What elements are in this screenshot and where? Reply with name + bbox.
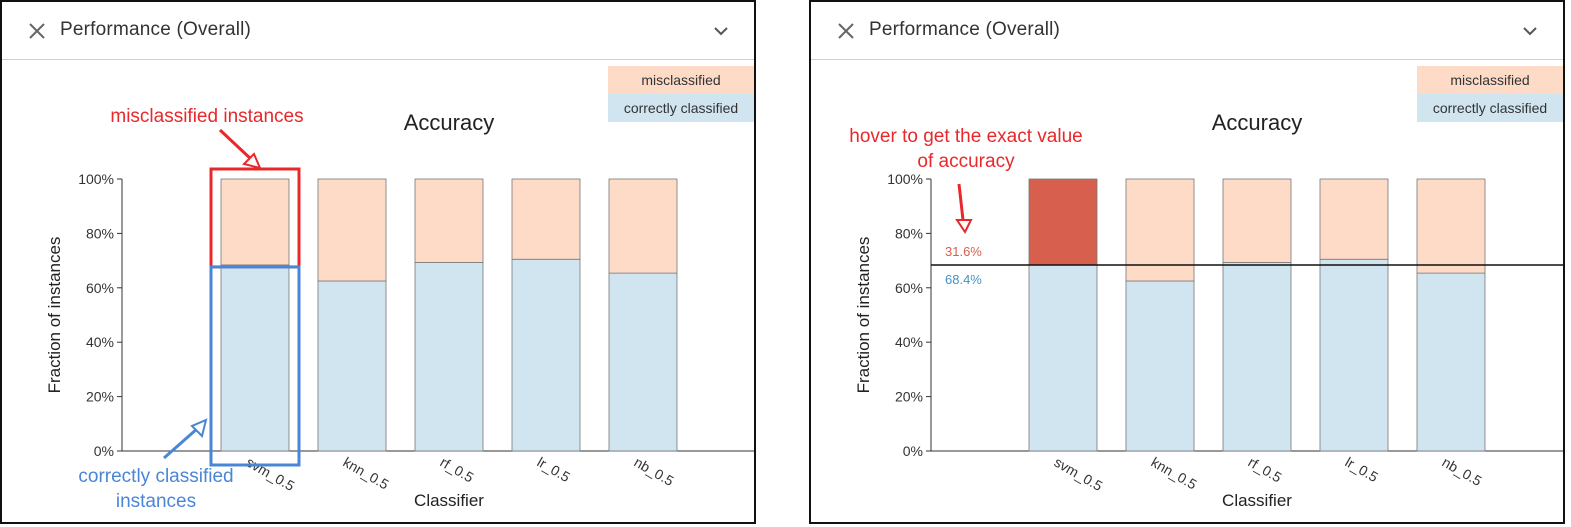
x-tick-label: rf_0.5	[438, 454, 477, 486]
y-tick-label: 20%	[895, 389, 923, 405]
panel-header: Performance (Overall)	[2, 2, 754, 60]
bar-correct	[1028, 264, 1098, 452]
y-axis-label: Fraction of instances	[45, 237, 64, 394]
y-tick-label: 100%	[78, 171, 114, 187]
red-arrow-line	[218, 128, 254, 162]
bar-misclassified	[1319, 178, 1389, 260]
bar-correct	[608, 272, 678, 452]
x-axis-label: Classifier	[414, 491, 484, 510]
bar-misclassified	[511, 178, 581, 260]
bar-correct	[1125, 280, 1195, 452]
chevron-down-icon[interactable]	[1523, 26, 1537, 36]
x-tick-label: knn_0.5	[1149, 454, 1200, 493]
bar-misclassified	[1416, 178, 1486, 274]
accuracy-chart: Accuracy 0% 20% 40% 60% 80% 100% Fraction of in…	[854, 110, 1563, 510]
hover-annotation-line1: hover to get the exact value	[849, 126, 1083, 147]
bar-correct	[1222, 262, 1292, 452]
hover-misclassified-value: 31.6%	[945, 244, 982, 259]
red-arrow-head	[242, 152, 262, 170]
correct-annotation-line2: instances	[115, 491, 197, 512]
x-tick-label: svm_0.5	[1052, 454, 1106, 494]
y-tick-label: 100%	[887, 171, 923, 187]
y-tick-label: 80%	[895, 225, 923, 241]
legend: misclassified correctly classified	[1417, 66, 1563, 122]
blue-arrow-head	[190, 418, 208, 438]
accuracy-chart: Accuracy 0% 20% 40% 60% 80% 100% Fraction of in…	[45, 110, 754, 510]
bar-correct	[511, 258, 581, 452]
bar-correct	[1416, 272, 1486, 452]
close-icon[interactable]	[837, 22, 855, 40]
hover-annotation: hover to get the exact value of accuracy	[821, 124, 1111, 174]
red-arrow-head	[955, 219, 973, 234]
x-tick-label: knn_0.5	[341, 454, 392, 493]
y-tick-label: 0%	[903, 443, 923, 459]
blue-arrow-line	[163, 426, 199, 460]
bar-misclassified	[1125, 178, 1195, 282]
performance-panel-right: Performance (Overall) misclassified corr…	[809, 0, 1565, 524]
panel-header: Performance (Overall)	[811, 2, 1563, 60]
misclassified-annotation: misclassified instances	[110, 106, 304, 127]
legend-correctly-classified[interactable]: correctly classified	[1417, 94, 1563, 122]
performance-panel-left: Performance (Overall) misclassified corr…	[0, 0, 756, 524]
y-tick-label: 20%	[86, 389, 114, 405]
bar-misclassified	[1028, 178, 1098, 266]
correct-annotation: correctly classified instances	[46, 464, 266, 514]
bar-misclassified	[414, 178, 484, 263]
red-arrow-line	[957, 183, 965, 221]
bar-correct	[220, 264, 290, 452]
bar-misclassified	[220, 178, 290, 266]
chart-title: Accuracy	[1212, 110, 1302, 135]
legend-correctly-classified[interactable]: correctly classified	[608, 94, 754, 122]
correct-highlight-box	[209, 265, 301, 467]
y-tick-label: 0%	[94, 443, 114, 459]
hover-correct-value: 68.4%	[945, 272, 982, 287]
chevron-down-icon[interactable]	[714, 26, 728, 36]
legend: misclassified correctly classified	[608, 66, 754, 122]
bar-misclassified	[1222, 178, 1292, 263]
x-tick-label: nb_0.5	[632, 454, 677, 489]
y-tick-label: 80%	[86, 225, 114, 241]
correct-annotation-line1: correctly classified	[78, 466, 234, 487]
x-tick-label: lr_0.5	[1343, 454, 1382, 485]
hover-annotation-line2: of accuracy	[917, 151, 1015, 172]
bar-misclassified	[317, 178, 387, 282]
y-tick-label: 40%	[895, 334, 923, 350]
bar-correct	[317, 280, 387, 452]
panel-title: Performance (Overall)	[60, 19, 252, 40]
panel-title: Performance (Overall)	[869, 19, 1061, 40]
bar-correct	[414, 262, 484, 452]
bar-misclassified	[608, 178, 678, 274]
close-icon[interactable]	[28, 22, 46, 40]
y-axis-label: Fraction of instances	[854, 237, 873, 394]
y-tick-label: 40%	[86, 334, 114, 350]
x-tick-label: rf_0.5	[1246, 454, 1285, 486]
y-tick-label: 60%	[86, 280, 114, 296]
bar-correct	[1319, 258, 1389, 452]
y-tick-label: 60%	[895, 280, 923, 296]
x-tick-label: lr_0.5	[535, 454, 574, 485]
x-tick-label: nb_0.5	[1440, 454, 1485, 489]
legend-misclassified[interactable]: misclassified	[608, 66, 754, 94]
legend-misclassified[interactable]: misclassified	[1417, 66, 1563, 94]
x-axis-label: Classifier	[1222, 491, 1292, 510]
chart-title: Accuracy	[404, 110, 494, 135]
